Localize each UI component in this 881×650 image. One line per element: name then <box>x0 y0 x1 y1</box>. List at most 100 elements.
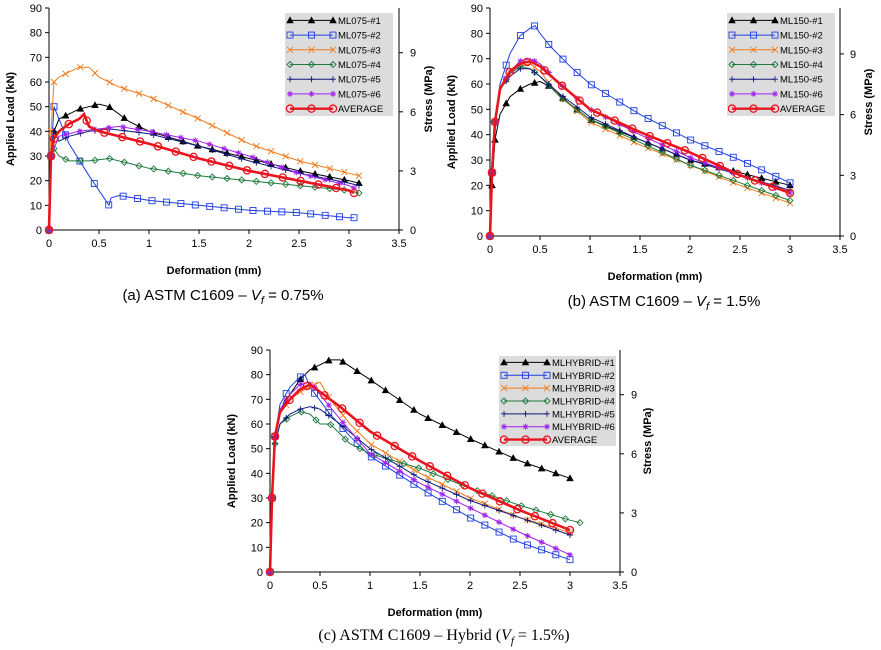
asterisk-marker <box>687 154 694 161</box>
square-marker <box>673 129 680 137</box>
asterisk-marker <box>510 526 517 533</box>
legend-entry-label: ML075-#3 <box>338 45 381 56</box>
circle-marker <box>495 497 505 506</box>
square-marker <box>336 213 344 221</box>
x-tick-label: 2.5 <box>512 580 527 592</box>
circle-marker <box>645 131 655 141</box>
x-marker <box>135 90 143 97</box>
x-marker <box>329 46 337 54</box>
x-axis-label: Deformation (mm) <box>167 265 262 277</box>
asterisk-marker <box>105 124 112 131</box>
x-marker <box>543 384 551 392</box>
y2-tick-label: 6 <box>850 110 856 122</box>
y-axis-label: Applied Load (kN) <box>5 72 17 166</box>
plus-marker <box>538 522 545 529</box>
circle-marker <box>542 435 552 444</box>
legend-entry-label: MLHYBRID-#2 <box>552 371 615 382</box>
asterisk-marker <box>410 476 417 483</box>
circle-marker <box>610 116 619 125</box>
triangle-marker <box>552 469 560 477</box>
square-marker <box>162 198 170 206</box>
asterisk-marker <box>330 90 336 97</box>
legend-entry-label: MLHYBRID-#3 <box>552 384 615 395</box>
circle-marker <box>513 504 522 514</box>
circle-marker <box>260 169 270 179</box>
y-axis-label: Applied Load (kN) <box>226 414 238 508</box>
asterisk-marker <box>552 545 559 552</box>
x-tick-label: 0.5 <box>532 244 547 256</box>
square-marker <box>500 371 508 379</box>
y-tick-label: 40 <box>251 468 263 480</box>
x-marker <box>238 136 245 144</box>
square-marker <box>543 371 551 379</box>
caption-suffix: = 1.5% <box>709 293 760 310</box>
x-marker <box>311 161 319 169</box>
plus-marker <box>425 478 432 485</box>
x-marker <box>424 474 432 481</box>
asterisk-marker <box>307 173 314 180</box>
asterisk-marker <box>354 435 361 442</box>
asterisk-marker <box>772 90 778 97</box>
triangle-marker <box>771 16 779 24</box>
triangle-marker <box>76 104 85 112</box>
circle-marker <box>548 518 557 528</box>
x-tick-label: 1 <box>146 238 152 250</box>
circle-marker <box>749 104 758 113</box>
diamond-marker <box>297 408 305 416</box>
plus-marker <box>330 76 336 83</box>
x-tick-label: 1.5 <box>191 238 206 250</box>
series-ML075-#2 <box>45 103 358 234</box>
x-tick-label: 3.5 <box>832 244 847 256</box>
square-marker <box>177 200 185 207</box>
circle-marker <box>487 168 497 177</box>
plus-marker <box>616 127 623 134</box>
diamond-marker <box>312 416 320 424</box>
diamond-marker <box>208 173 216 181</box>
asterisk-marker <box>531 57 538 64</box>
triangle-marker <box>105 103 114 111</box>
triangle-marker <box>530 78 539 86</box>
triangle-marker <box>307 16 316 24</box>
circle-marker <box>715 161 725 171</box>
y2-tick-label: 9 <box>631 390 637 402</box>
triangle-marker <box>367 376 376 384</box>
plus-marker <box>729 76 735 83</box>
legend-entry-label: ML150-#4 <box>780 60 823 71</box>
legend-entry-label: ML150-#5 <box>780 75 823 86</box>
circle-marker <box>557 81 567 91</box>
square-marker <box>206 202 214 210</box>
y2-tick-label: 3 <box>410 166 416 178</box>
plus-marker <box>282 166 289 173</box>
diamond-marker <box>630 135 638 144</box>
x-marker <box>209 122 216 129</box>
y2-tick-label: 3 <box>850 170 856 182</box>
circle-marker <box>680 146 690 155</box>
plus-marker <box>544 410 550 417</box>
square-marker <box>516 32 524 40</box>
circle-marker <box>627 124 637 133</box>
legend-entry-label: ML075-#6 <box>338 89 381 100</box>
x-marker <box>750 46 757 54</box>
y2-tick-label: 3 <box>631 508 637 520</box>
asterisk-marker <box>567 551 573 558</box>
x-marker <box>353 427 361 435</box>
caption-sub: f <box>706 301 710 313</box>
triangle-marker <box>495 447 503 455</box>
diamond-marker <box>286 60 294 69</box>
x-tick-label: 2 <box>467 580 473 592</box>
diamond-marker <box>415 464 423 472</box>
triangle-marker <box>452 428 461 435</box>
series-AVERAGE <box>485 57 795 241</box>
y-tick-label: 80 <box>471 28 483 40</box>
caption-var: V <box>251 287 263 304</box>
legend-entry-label: ML075-#5 <box>338 75 381 86</box>
square-marker <box>220 204 228 212</box>
asterisk-marker <box>453 498 460 505</box>
diamond-marker <box>311 183 319 191</box>
y2-tick-label: 6 <box>631 449 637 461</box>
asterisk-marker <box>221 145 228 152</box>
triangle-marker <box>521 358 530 366</box>
square-marker <box>728 31 736 39</box>
x-tick-label: 3.5 <box>391 238 406 250</box>
square-marker <box>278 208 286 216</box>
